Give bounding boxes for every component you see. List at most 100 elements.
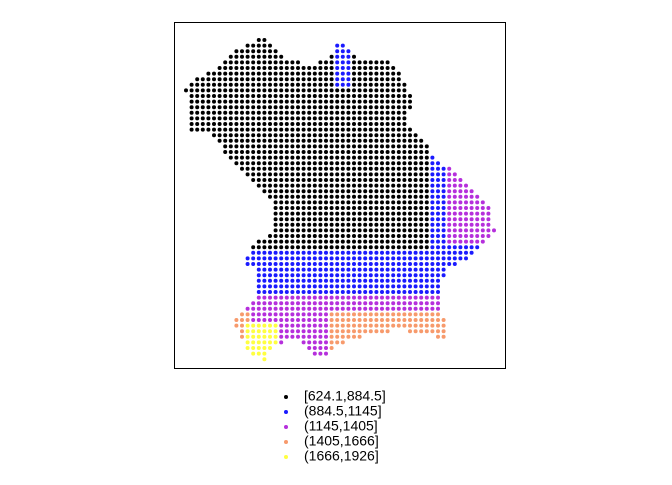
dot xyxy=(251,127,256,132)
dot xyxy=(296,194,300,199)
dot xyxy=(279,250,284,255)
dot xyxy=(385,161,390,166)
dot xyxy=(279,295,284,300)
dot xyxy=(284,217,289,222)
dot xyxy=(189,94,194,98)
dot xyxy=(424,166,429,171)
dot xyxy=(301,250,306,255)
dot xyxy=(335,329,340,334)
dot xyxy=(424,262,429,266)
dot xyxy=(307,200,312,205)
dot xyxy=(290,318,295,322)
dot xyxy=(430,183,435,188)
dot xyxy=(464,228,468,233)
dot xyxy=(318,88,323,93)
dot xyxy=(251,172,256,177)
dot xyxy=(408,144,412,149)
dot xyxy=(268,250,272,255)
dot xyxy=(273,150,278,154)
dot xyxy=(312,150,317,154)
dot xyxy=(340,189,345,194)
dot xyxy=(363,206,368,210)
dot xyxy=(195,116,200,121)
dot xyxy=(312,178,317,182)
dot xyxy=(346,228,351,233)
dot xyxy=(284,290,289,294)
dot xyxy=(284,295,289,300)
dot xyxy=(396,273,401,278)
dot xyxy=(296,206,300,210)
dot xyxy=(391,88,396,93)
dot xyxy=(380,273,384,278)
dot xyxy=(335,105,340,110)
dot xyxy=(251,351,256,356)
dot xyxy=(424,155,429,160)
dot xyxy=(408,211,412,216)
dot xyxy=(396,250,401,255)
dot xyxy=(318,122,323,126)
dot xyxy=(335,88,340,93)
dot xyxy=(452,256,457,261)
dot xyxy=(352,82,356,87)
dot xyxy=(262,161,267,166)
dot xyxy=(363,77,368,82)
dot xyxy=(340,66,345,70)
dot xyxy=(436,178,440,182)
dot xyxy=(363,116,368,121)
dot xyxy=(447,166,452,171)
dot xyxy=(296,127,300,132)
dot xyxy=(279,60,284,65)
dot xyxy=(363,166,368,171)
dot xyxy=(245,116,250,121)
dot xyxy=(430,222,435,227)
dot xyxy=(352,60,356,65)
dot xyxy=(391,94,396,98)
dot xyxy=(301,312,306,317)
dot xyxy=(217,105,222,110)
dot xyxy=(273,99,278,104)
dot xyxy=(469,217,474,222)
dot xyxy=(228,138,233,143)
dot xyxy=(419,161,424,166)
dot xyxy=(391,144,396,149)
dot xyxy=(396,133,401,138)
dot xyxy=(430,239,435,244)
dot xyxy=(273,189,278,194)
dot xyxy=(324,172,328,177)
dot xyxy=(268,54,272,59)
dot xyxy=(380,71,384,76)
dot xyxy=(357,306,362,311)
dot xyxy=(268,99,272,104)
dot xyxy=(212,88,216,93)
dot xyxy=(212,105,216,110)
dot xyxy=(228,60,233,65)
dot xyxy=(424,306,429,311)
dot xyxy=(296,245,300,250)
dot xyxy=(324,346,328,350)
dot xyxy=(340,312,345,317)
dot xyxy=(256,295,261,300)
dot xyxy=(318,178,323,182)
dot xyxy=(223,122,228,126)
dot xyxy=(368,312,373,317)
dot xyxy=(324,306,328,311)
dot xyxy=(357,312,362,317)
dot xyxy=(290,256,295,261)
dot xyxy=(396,217,401,222)
dot xyxy=(396,183,401,188)
dot xyxy=(329,116,334,121)
dot xyxy=(290,116,295,121)
dot xyxy=(346,217,351,222)
dot xyxy=(312,110,317,115)
dot xyxy=(335,144,340,149)
dot xyxy=(301,138,306,143)
dot xyxy=(436,256,440,261)
dot xyxy=(340,250,345,255)
dot xyxy=(312,301,317,306)
dot xyxy=(240,110,244,115)
dot xyxy=(408,256,412,261)
dot xyxy=(228,54,233,59)
dot xyxy=(200,94,205,98)
dot xyxy=(368,66,373,70)
dot xyxy=(413,228,418,233)
